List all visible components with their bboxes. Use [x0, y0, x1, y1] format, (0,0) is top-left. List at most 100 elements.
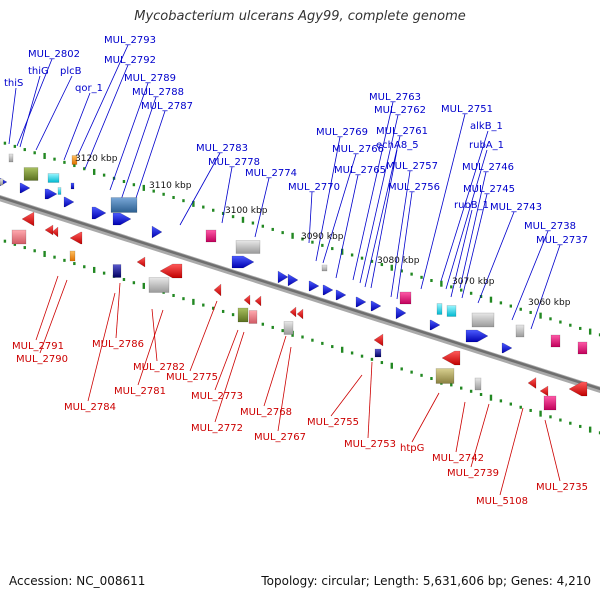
- ruler-tick: [102, 271, 106, 275]
- gene-label-forward: MUL_2756: [388, 182, 440, 193]
- gene-box: [57, 187, 62, 195]
- ruler-tick: [13, 242, 17, 246]
- ruler-tick: [3, 141, 7, 145]
- label-leader-line: [440, 130, 489, 282]
- ruler-tick: [281, 329, 284, 333]
- gene-label-forward: MUL_2762: [374, 105, 426, 116]
- ruler-tick: [469, 389, 473, 393]
- ruler-tick: [350, 351, 354, 355]
- label-leader-line: [277, 346, 292, 432]
- gene-box: [148, 277, 170, 293]
- gene-label-reverse: MUL_2781: [114, 386, 166, 397]
- ruler-tick: [479, 294, 483, 298]
- ruler-tick: [350, 253, 354, 257]
- gene-label-reverse: htpG: [400, 443, 424, 454]
- label-leader-line: [352, 101, 394, 281]
- label-leader-line: [254, 177, 270, 238]
- gene-box: [11, 229, 27, 245]
- ruler-tick: [440, 280, 443, 287]
- ruler-tick: [410, 370, 413, 374]
- forward-gene-arrow: [355, 296, 367, 308]
- forward-gene-arrow: [277, 270, 289, 284]
- reverse-gene-arrow: [213, 283, 222, 297]
- ruler-tick: [301, 237, 304, 241]
- forward-gene-arrow: [91, 206, 107, 220]
- ruler-tick: [192, 298, 195, 305]
- ruler-tick: [430, 279, 433, 283]
- gene-box: [235, 240, 261, 254]
- ruler-tick: [83, 167, 86, 171]
- label-leader-line: [120, 96, 157, 201]
- gene-box: [69, 250, 76, 262]
- label-leader-line: [330, 374, 363, 417]
- forward-gene-arrow: [395, 306, 407, 320]
- gene-label-forward: rubB_1: [454, 200, 489, 211]
- label-leader-line: [511, 230, 549, 321]
- gene-box: [112, 264, 122, 278]
- gene-label-forward: thiS: [4, 78, 23, 89]
- ruler-tick: [221, 309, 225, 313]
- gene-label-forward: MUL_2793: [104, 35, 156, 46]
- ruler-tick: [172, 195, 175, 199]
- ruler-tick: [460, 288, 463, 292]
- gene-label-reverse: MUL_2773: [191, 391, 243, 402]
- reverse-gene-arrow: [21, 211, 35, 227]
- label-leader-line: [109, 82, 149, 191]
- forward-gene-arrow: [231, 255, 255, 269]
- label-leader-line: [322, 153, 357, 264]
- ruler-tick: [182, 297, 185, 301]
- gene-label-forward: alkB_1: [470, 121, 503, 132]
- ruler-tick: [559, 418, 562, 422]
- gene-label-reverse: MUL_2768: [240, 407, 292, 418]
- label-leader-line: [364, 135, 401, 288]
- label-leader-line: [35, 275, 59, 341]
- ruler-tick: [311, 240, 314, 244]
- ruler-tick: [241, 216, 245, 223]
- ruler-tick: [450, 285, 453, 289]
- gene-label-reverse: MUL_2735: [536, 482, 588, 493]
- label-leader-line: [63, 92, 91, 161]
- genome-backbone-core: [0, 195, 600, 391]
- ruler-tick: [33, 151, 36, 155]
- ruler-tick: [559, 320, 562, 324]
- ruler-tick: [23, 148, 26, 152]
- gene-label-forward: MUL_2789: [124, 73, 176, 84]
- ruler-tick: [261, 322, 265, 326]
- ruler-label: 3110 kbp: [149, 181, 192, 191]
- ruler-tick: [271, 227, 274, 231]
- gene-label-reverse: MUL_2739: [447, 468, 499, 479]
- gene-label-reverse: MUL_2784: [64, 402, 116, 413]
- ruler-tick: [102, 173, 106, 177]
- ruler-tick: [370, 259, 374, 263]
- ruler-tick: [53, 157, 56, 161]
- ruler-label: 3120 kbp: [75, 154, 118, 164]
- reverse-gene-arrow: [44, 224, 54, 236]
- ruler-tick: [92, 168, 96, 175]
- ruler-label: 3080 kbp: [377, 256, 420, 266]
- ruler-tick: [410, 272, 413, 276]
- ruler-tick: [132, 183, 136, 187]
- gene-label-forward: MUL_2763: [369, 92, 421, 103]
- gene-label-forward: MUL_2783: [196, 143, 248, 154]
- label-leader-line: [450, 209, 473, 298]
- ruler-tick: [598, 333, 600, 337]
- ruler-tick: [360, 256, 364, 260]
- reverse-gene-arrow: [296, 308, 304, 320]
- ruler-tick: [43, 152, 46, 159]
- forward-gene-arrow: [322, 284, 334, 296]
- ruler-tick: [539, 312, 542, 319]
- gene-box: [283, 321, 294, 335]
- gene-label-reverse: MUL_2755: [307, 417, 359, 428]
- ruler-tick: [301, 335, 304, 339]
- gene-box: [71, 155, 78, 165]
- ruler-tick: [152, 189, 155, 193]
- gene-label-forward: MUL_2746: [462, 162, 514, 173]
- label-leader-line: [77, 44, 129, 156]
- forward-gene-arrow: [112, 212, 132, 226]
- label-leader-line: [459, 171, 487, 289]
- reverse-gene-arrow: [441, 350, 461, 366]
- ruler-tick: [311, 338, 314, 342]
- gene-box: [47, 173, 60, 183]
- ruler-tick: [281, 231, 284, 235]
- gene-label-forward: MUL_2770: [288, 182, 340, 193]
